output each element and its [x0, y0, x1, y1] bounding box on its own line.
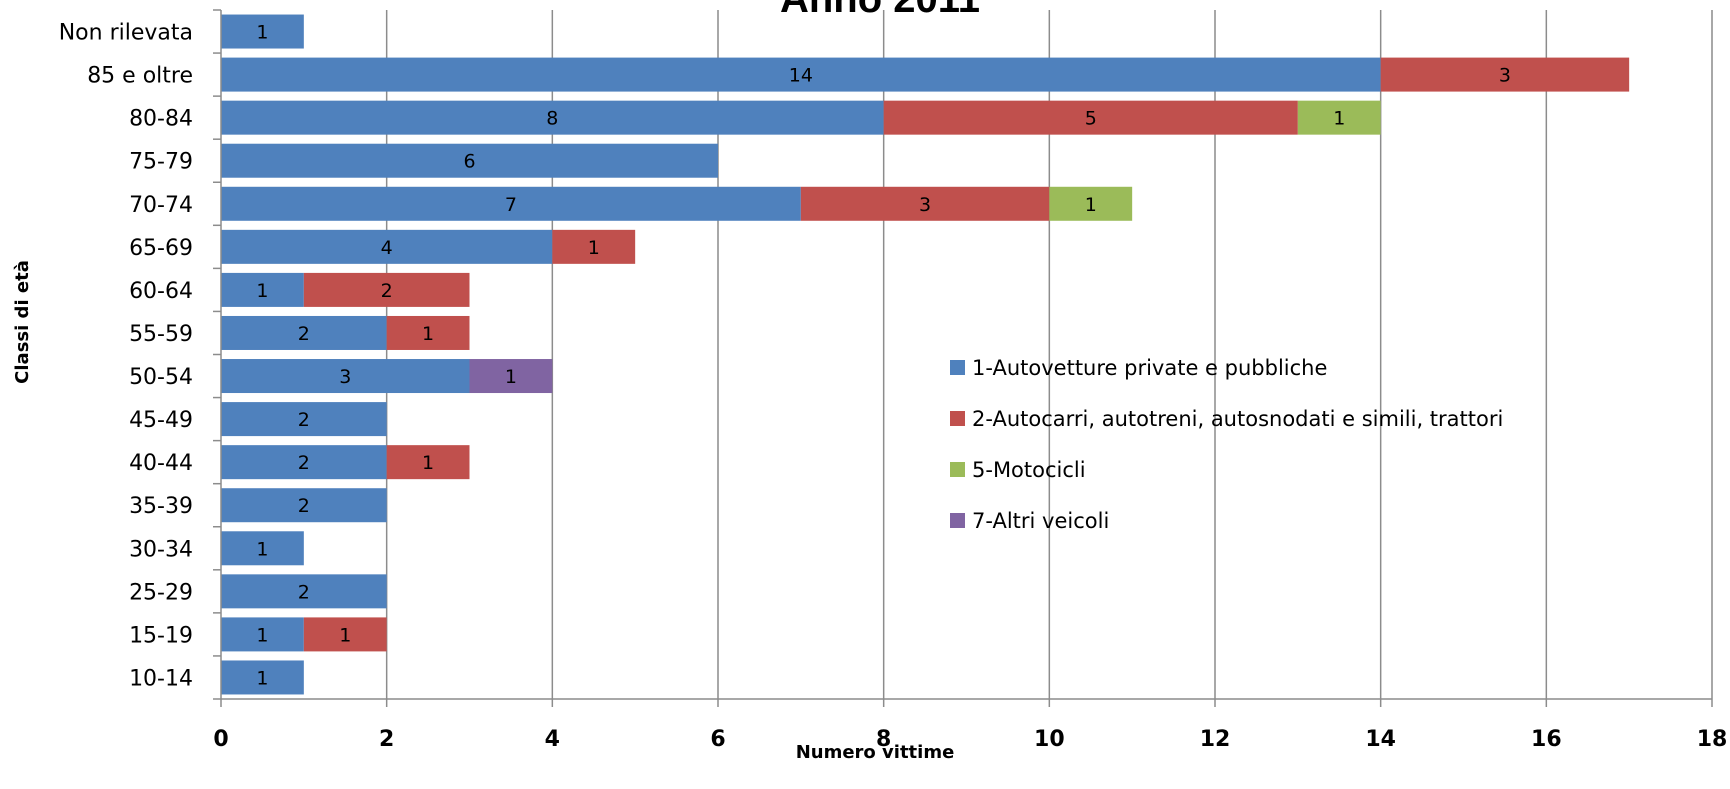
chart-title: Anno 2011 [780, 0, 980, 21]
bar-80-84-s2 [883, 100, 1298, 135]
data-label-25-29-s1: 2 [298, 581, 310, 603]
legend-label-s1: 1-Autovetture private e pubbliche [972, 356, 1327, 380]
category-label-40-44: 40-44 [129, 451, 193, 476]
legend-label-s4: 7-Altri veicoli [972, 509, 1109, 533]
bar-65-69-s2 [552, 229, 636, 264]
x-tick-label-8: 8 [876, 727, 891, 752]
bar-15-19-s2 [303, 617, 387, 652]
data-label-55-59-s1: 2 [298, 323, 310, 345]
category-label-85-e-oltre: 85 e oltre [87, 64, 193, 89]
legend-swatch-s1 [950, 360, 965, 375]
bar-80-84-s3 [1297, 100, 1381, 135]
data-label-30-34-s1: 1 [256, 538, 268, 560]
x-tick-label-16: 16 [1531, 727, 1562, 752]
data-label-10-14-s1: 1 [256, 667, 268, 689]
bar-55-59-s1 [221, 315, 387, 350]
bar-30-34-s1 [221, 531, 304, 566]
data-label-80-84-s1: 8 [546, 108, 558, 130]
category-label-70-74: 70-74 [129, 193, 193, 218]
bar-50-54-s4 [469, 359, 553, 394]
bar-70-74-s3 [1049, 186, 1133, 221]
x-tick-label-0: 0 [213, 727, 228, 752]
bar-15-19-s1 [221, 617, 304, 652]
bar-85-e-oltre-s2 [1380, 57, 1630, 92]
data-label-45-49-s1: 2 [298, 409, 310, 431]
bar-45-49-s1 [221, 402, 387, 437]
data-label-70-74-s1: 7 [505, 194, 517, 216]
data-label-15-19-s1: 1 [256, 624, 268, 646]
data-label-50-54-s4: 1 [505, 366, 517, 388]
bar-60-64-s1 [221, 272, 304, 307]
legend-swatch-s3 [950, 462, 965, 477]
data-label-75-79-s1: 6 [463, 151, 475, 173]
bar-75-79-s1 [221, 143, 718, 178]
category-label-50-54: 50-54 [129, 365, 193, 390]
bars [221, 14, 1630, 695]
category-label-60-64: 60-64 [129, 279, 193, 304]
bar-65-69-s1 [221, 229, 553, 264]
data-label-15-19-s2: 1 [339, 624, 351, 646]
legend-swatch-s4 [950, 513, 965, 528]
category-labels: Non rilevata 85 e oltre 80-84 75-79 70-74 65-… [59, 21, 193, 692]
category-label-15-19: 15-19 [129, 623, 193, 648]
category-label-80-84: 80-84 [129, 107, 193, 132]
x-tick-label-10: 10 [1034, 727, 1065, 752]
bar-55-59-s2 [386, 315, 470, 350]
data-label-60-64-s2: 2 [381, 280, 393, 302]
category-label-non-rilevata: Non rilevata [59, 21, 193, 46]
data-label-85-e-oltre-s2: 3 [1499, 65, 1511, 87]
data-label-80-84-s3: 1 [1333, 108, 1345, 130]
category-label-10-14: 10-14 [129, 666, 193, 691]
bar-60-64-s2 [303, 272, 470, 307]
data-label-80-84-s2: 5 [1085, 108, 1097, 130]
data-label-65-69-s1: 4 [381, 237, 393, 259]
x-tick-label-18: 18 [1697, 727, 1728, 752]
category-label-55-59: 55-59 [129, 322, 193, 347]
legend-label-s3: 5-Motocicli [972, 458, 1086, 482]
data-label-70-74-s3: 1 [1085, 194, 1097, 216]
category-label-30-34: 30-34 [129, 537, 193, 562]
category-label-45-49: 45-49 [129, 408, 193, 433]
data-label-55-59-s2: 1 [422, 323, 434, 345]
bar-25-29-s1 [221, 574, 387, 609]
bar-40-44-s2 [386, 445, 470, 480]
bar-40-44-s1 [221, 445, 387, 480]
y-axis-title: Classi di età [12, 260, 33, 384]
data-label-60-64-s1: 1 [256, 280, 268, 302]
legend-label-s2: 2-Autocarri, autotreni, autosnodati e si… [972, 407, 1503, 431]
x-tick-label-6: 6 [710, 727, 725, 752]
legend-swatch-s2 [950, 411, 965, 426]
bar-35-39-s1 [221, 488, 387, 523]
bar-50-54-s1 [221, 359, 470, 394]
data-label-40-44-s1: 2 [298, 452, 310, 474]
data-label-35-39-s1: 2 [298, 495, 310, 517]
bar-85-e-oltre-s1 [221, 57, 1381, 92]
category-label-25-29: 25-29 [129, 580, 193, 605]
bar-70-74-s2 [800, 186, 1050, 221]
x-tick-label-14: 14 [1365, 727, 1396, 752]
data-label-40-44-s2: 1 [422, 452, 434, 474]
data-label-85-e-oltre-s1: 14 [789, 65, 813, 87]
legend: 1-Autovetture private e pubbliche 2-Autoc… [950, 356, 1503, 533]
category-label-65-69: 65-69 [129, 236, 193, 261]
bar-70-74-s1 [221, 186, 801, 221]
bar-80-84-s1 [221, 100, 884, 135]
category-label-35-39: 35-39 [129, 494, 193, 519]
x-tick-label-4: 4 [545, 727, 560, 752]
data-label-70-74-s2: 3 [919, 194, 931, 216]
bar-non-rilevata-s1 [221, 14, 304, 49]
x-axis-title: Numero vittime [796, 742, 955, 763]
data-label-65-69-s2: 1 [588, 237, 600, 259]
data-label-non-rilevata-s1: 1 [256, 22, 268, 44]
x-tick-label-2: 2 [379, 727, 394, 752]
bar-10-14-s1 [221, 660, 304, 695]
x-tick-labels: 0 2 4 6 8 10 12 14 16 18 [213, 727, 1727, 752]
category-label-75-79: 75-79 [129, 150, 193, 175]
data-label-50-54-s1: 3 [339, 366, 351, 388]
x-tick-label-12: 12 [1200, 727, 1231, 752]
axes [213, 9, 1713, 707]
